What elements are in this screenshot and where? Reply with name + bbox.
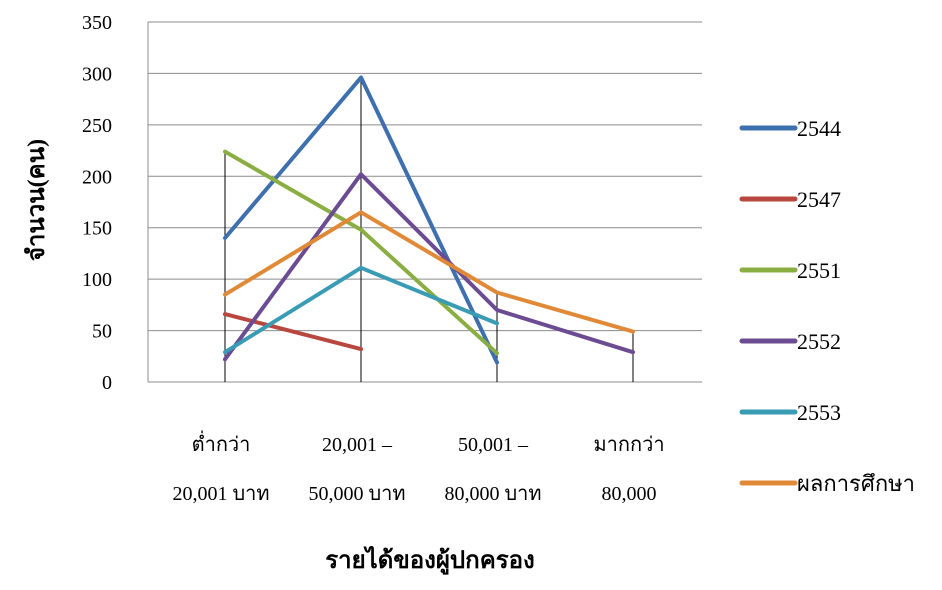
y-tick-label: 50 [92, 321, 112, 343]
y-tick-label: 200 [82, 166, 112, 188]
x-category-label-line1: ต่ำกว่า [192, 430, 251, 456]
y-tick-label: 0 [102, 372, 112, 394]
legend-label: 2553 [797, 400, 841, 425]
x-category-label-line2: 20,001 บาท [172, 483, 269, 505]
legend-label: 2547 [797, 187, 841, 212]
x-category-label-line2: 80,000 บาท [444, 483, 541, 505]
category-drop-lines [224, 77, 634, 382]
x-category-label-line2: 80,000 [602, 483, 657, 505]
y-axis-title: จำนวน(คน) [23, 139, 50, 261]
y-tick-label: 300 [82, 63, 112, 85]
y-tick-label: 100 [82, 269, 112, 291]
series-line-ผลการศึกษา [223, 210, 635, 334]
legend-label: ผลการศึกษา [797, 471, 915, 496]
x-axis-title: รายได้ของผู้ปกครอง [325, 545, 535, 575]
x-axis-category-labels: ต่ำกว่า 20,001 บาท 20,001 – 50,000 บาท 50,00… [172, 430, 664, 505]
y-tick-label: 150 [82, 218, 112, 240]
x-category-label-line1: 20,001 – [322, 434, 393, 456]
y-tick-label: 250 [82, 115, 112, 137]
legend-label: 2544 [797, 116, 841, 141]
x-category-label-line1: 50,001 – [458, 434, 529, 456]
series-line-2551 [223, 149, 499, 356]
y-axis-tick-labels: 0 50 100 150 200 250 300 350 [82, 12, 112, 394]
legend-label: 2551 [797, 258, 841, 283]
x-category-label-line1: มากกว่า [593, 434, 664, 456]
y-tick-label: 350 [82, 12, 112, 34]
series-lines [223, 75, 635, 365]
x-category-label-line2: 50,000 บาท [308, 483, 405, 505]
legend: 2544 2547 2551 2552 2553 ผลการศึกษา [739, 116, 915, 496]
legend-label: 2552 [797, 329, 841, 354]
series-line-2552 [223, 172, 635, 362]
gridlines [147, 21, 702, 383]
series-line-2547 [223, 312, 363, 352]
series-line-2553 [223, 265, 499, 355]
